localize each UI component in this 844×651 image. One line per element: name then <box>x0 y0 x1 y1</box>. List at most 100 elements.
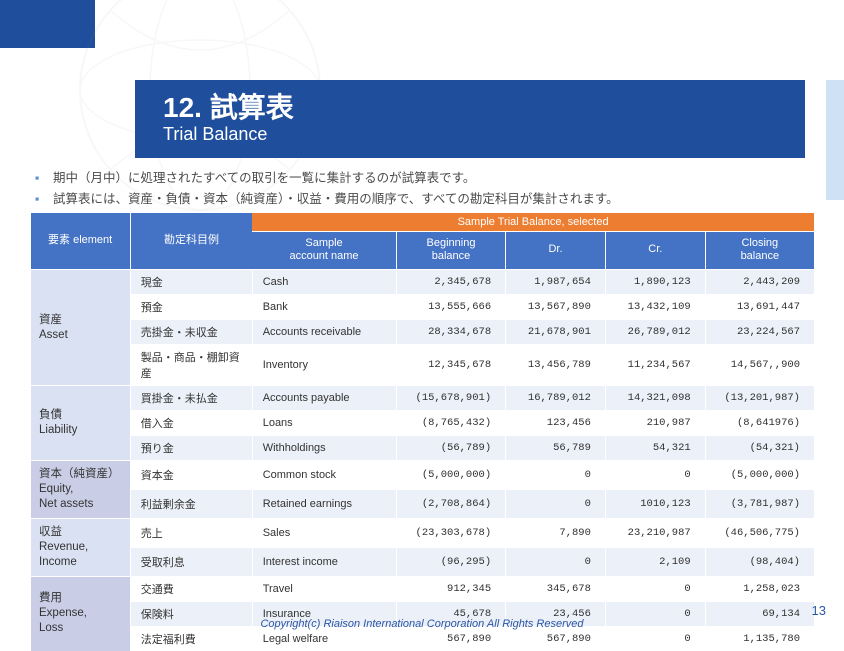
side-accent <box>826 80 844 200</box>
table-row: 利益剰余金Retained earnings(2,708,864)01010,1… <box>31 489 815 518</box>
group-cell-exp: 費用 Expense, Loss <box>31 576 131 651</box>
group-cell-rev: 収益 Revenue, Income <box>31 518 131 576</box>
account-jp: 製品・商品・棚卸資産 <box>130 345 252 386</box>
account-jp: 現金 <box>130 270 252 295</box>
num-cr: 1010,123 <box>605 489 705 518</box>
account-en: Withholdings <box>252 436 396 461</box>
copyright-footer: Copyright(c) Riaison International Corpo… <box>0 618 844 630</box>
num-close: 2,443,209 <box>705 270 814 295</box>
num-close: (98,404) <box>705 547 814 576</box>
col-element: 要素 element <box>31 213 131 270</box>
num-close: 14,567,,900 <box>705 345 814 386</box>
account-jp: 預金 <box>130 295 252 320</box>
num-beg: (5,000,000) <box>396 461 505 490</box>
num-close: (46,506,775) <box>705 518 814 547</box>
num-close: (54,321) <box>705 436 814 461</box>
group-cell-asset: 資産 Asset <box>31 270 131 386</box>
title-number: 12. <box>163 92 202 123</box>
account-en: Cash <box>252 270 396 295</box>
account-jp: 借入金 <box>130 411 252 436</box>
table-row: 借入金Loans(8,765,432)123,456210,987(8,6419… <box>31 411 815 436</box>
account-en: Inventory <box>252 345 396 386</box>
num-dr: 13,456,789 <box>506 345 606 386</box>
account-en: Loans <box>252 411 396 436</box>
table-row: 製品・商品・棚卸資産Inventory12,345,67813,456,7891… <box>31 345 815 386</box>
account-jp: 利益剰余金 <box>130 489 252 518</box>
account-en: Bank <box>252 295 396 320</box>
num-dr: 123,456 <box>506 411 606 436</box>
account-en: Travel <box>252 576 396 601</box>
account-en: Accounts receivable <box>252 320 396 345</box>
table-row: 受取利息Interest income(96,295)02,109(98,404… <box>31 547 815 576</box>
num-dr: 0 <box>506 547 606 576</box>
num-beg: (96,295) <box>396 547 505 576</box>
num-close: (8,641976) <box>705 411 814 436</box>
account-en: Sales <box>252 518 396 547</box>
col-account-jp: 勘定科目例 <box>130 213 252 270</box>
table-row: 預金Bank13,555,66613,567,89013,432,10913,6… <box>31 295 815 320</box>
page-number: 13 <box>812 603 826 618</box>
account-jp: 交通費 <box>130 576 252 601</box>
num-dr: 7,890 <box>506 518 606 547</box>
bullet-item: 試算表には、資産・負債・資本（純資産）・収益・費用の順序で、すべての勘定科目が集… <box>35 189 815 210</box>
table-row: 資本（純資産） Equity, Net assets資本金Common stoc… <box>31 461 815 490</box>
slide-title: 12. 試算表 <box>163 86 777 126</box>
num-close: 1,258,023 <box>705 576 814 601</box>
account-jp: 預り金 <box>130 436 252 461</box>
num-close: (13,201,987) <box>705 386 814 411</box>
trial-balance-table-wrap: 要素 element 勘定科目例 Sample Trial Balance, s… <box>30 212 814 651</box>
account-en: Retained earnings <box>252 489 396 518</box>
num-beg: 2,345,678 <box>396 270 505 295</box>
num-cr: 14,321,098 <box>605 386 705 411</box>
num-beg: 12,345,678 <box>396 345 505 386</box>
num-cr: 2,109 <box>605 547 705 576</box>
group-cell-liab: 負債 Liability <box>31 386 131 461</box>
account-en: Accounts payable <box>252 386 396 411</box>
corner-block <box>0 0 95 48</box>
num-close: 23,224,567 <box>705 320 814 345</box>
col-account-en: Sample account name <box>252 231 396 270</box>
num-beg: (8,765,432) <box>396 411 505 436</box>
num-dr: 345,678 <box>506 576 606 601</box>
title-subtitle: Trial Balance <box>163 124 777 145</box>
num-beg: 912,345 <box>396 576 505 601</box>
num-cr: 54,321 <box>605 436 705 461</box>
bullet-item: 期中（月中）に処理されたすべての取引を一覧に集計するのが試算表です。 <box>35 168 815 189</box>
col-beginning: Beginning balance <box>396 231 505 270</box>
account-jp: 売掛金・未収金 <box>130 320 252 345</box>
num-dr: 0 <box>506 461 606 490</box>
num-beg: 28,334,678 <box>396 320 505 345</box>
title-jp: 試算表 <box>210 92 294 123</box>
group-cell-equity: 資本（純資産） Equity, Net assets <box>31 461 131 519</box>
trial-balance-table: 要素 element 勘定科目例 Sample Trial Balance, s… <box>30 212 814 651</box>
num-beg: (15,678,901) <box>396 386 505 411</box>
table-row: 売掛金・未収金Accounts receivable28,334,67821,6… <box>31 320 815 345</box>
table-row: 負債 Liability買掛金・未払金Accounts payable(15,6… <box>31 386 815 411</box>
num-cr: 26,789,012 <box>605 320 705 345</box>
num-beg: (23,303,678) <box>396 518 505 547</box>
num-cr: 11,234,567 <box>605 345 705 386</box>
num-cr: 0 <box>605 576 705 601</box>
num-cr: 1,890,123 <box>605 270 705 295</box>
account-jp: 資本金 <box>130 461 252 490</box>
num-dr: 21,678,901 <box>506 320 606 345</box>
sample-header: Sample Trial Balance, selected <box>252 213 814 232</box>
account-jp: 受取利息 <box>130 547 252 576</box>
num-dr: 16,789,012 <box>506 386 606 411</box>
col-closing: Closing balance <box>705 231 814 270</box>
num-beg: (2,708,864) <box>396 489 505 518</box>
num-dr: 56,789 <box>506 436 606 461</box>
account-jp: 買掛金・未払金 <box>130 386 252 411</box>
col-cr: Cr. <box>605 231 705 270</box>
table-row: 資産 Asset現金Cash2,345,6781,987,6541,890,12… <box>31 270 815 295</box>
account-en: Common stock <box>252 461 396 490</box>
table-row: 預り金Withholdings(56,789)56,78954,321(54,3… <box>31 436 815 461</box>
num-cr: 210,987 <box>605 411 705 436</box>
account-jp: 売上 <box>130 518 252 547</box>
num-beg: (56,789) <box>396 436 505 461</box>
num-dr: 1,987,654 <box>506 270 606 295</box>
title-band: 12. 試算表 Trial Balance <box>135 80 805 158</box>
table-row: 費用 Expense, Loss交通費Travel912,345345,6780… <box>31 576 815 601</box>
num-cr: 23,210,987 <box>605 518 705 547</box>
account-en: Interest income <box>252 547 396 576</box>
